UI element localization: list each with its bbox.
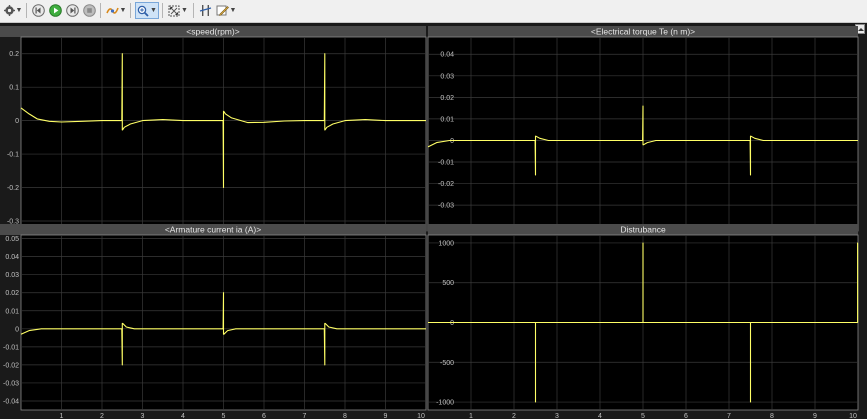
step-forward-icon bbox=[65, 4, 79, 17]
signal-line bbox=[427, 105, 858, 176]
y-tick-label: -0.2 bbox=[7, 185, 19, 192]
disturbance-plot: Distrubance 1 2 3 4 5 6 7 8 9 10 -1000 -500 0 500 1000 bbox=[427, 224, 859, 419]
step-forward-button[interactable] bbox=[65, 2, 79, 19]
x-tick-label: 7 bbox=[727, 413, 731, 419]
y-tick-label: -500 bbox=[440, 360, 454, 367]
y-tick-label: -0.3 bbox=[7, 218, 19, 225]
zoom-button[interactable]: ▼ bbox=[135, 2, 159, 19]
x-tick-label: 2 bbox=[100, 413, 104, 419]
plot-title: <Armature current ia (A)> bbox=[165, 225, 261, 235]
signal-line bbox=[20, 53, 426, 189]
signal-line bbox=[20, 292, 426, 366]
edit-style-icon bbox=[216, 5, 229, 16]
y-tick-label: 0.01 bbox=[440, 116, 454, 123]
speed-plot: <speed(rpm)>12345678910-0.3-0.2-0.100.10… bbox=[0, 26, 427, 241]
cursor-measurements-button[interactable] bbox=[198, 2, 212, 19]
x-tick-label: 6 bbox=[262, 413, 266, 419]
y-tick-label: 0 bbox=[450, 320, 454, 327]
autoscale-button[interactable]: ▼ bbox=[166, 2, 190, 19]
x-tick-label: 1 bbox=[469, 413, 473, 419]
x-tick-label: 5 bbox=[641, 413, 645, 419]
y-tick-label: 0.01 bbox=[5, 308, 19, 315]
y-tick-label: 500 bbox=[442, 280, 454, 287]
x-tick-label: 9 bbox=[813, 413, 817, 419]
plot-title-bar bbox=[428, 26, 858, 37]
y-tick-label: -0.04 bbox=[3, 398, 19, 405]
y-tick-label: 0.1 bbox=[9, 85, 19, 92]
stop-icon bbox=[82, 4, 96, 17]
x-tick-label: 3 bbox=[141, 413, 145, 419]
y-tick-label: -0.01 bbox=[3, 344, 19, 351]
plot-title-bar bbox=[428, 224, 858, 235]
armature-current-plot: <Armature current ia (A)> 1 2 3 4 5 6 7 8 9 10 -0.0… bbox=[0, 224, 427, 419]
scope-toolbar: ▼ ▼ bbox=[0, 0, 867, 23]
x-tick-label: 10 bbox=[849, 413, 857, 419]
y-tick-label: 0.04 bbox=[5, 254, 19, 261]
y-tick-label: 0.03 bbox=[440, 73, 454, 80]
step-back-button[interactable] bbox=[31, 2, 45, 19]
y-tick-label: 0 bbox=[15, 118, 19, 125]
highlight-signal-button[interactable]: ▼ bbox=[105, 2, 127, 19]
y-tick-label: 0.05 bbox=[5, 236, 19, 243]
style-button[interactable]: ▼ bbox=[215, 2, 237, 19]
y-tick-label: -0.03 bbox=[3, 380, 19, 387]
y-tick-label: 0.2 bbox=[9, 51, 19, 58]
y-tick-label: -0.02 bbox=[438, 181, 454, 188]
cursor-icon bbox=[199, 5, 211, 16]
plot-title-bar bbox=[0, 224, 426, 235]
x-tick-label: 4 bbox=[181, 413, 185, 419]
y-tick-label: -0.1 bbox=[7, 152, 19, 159]
x-tick-label: 7 bbox=[303, 413, 307, 419]
y-tick-label: 1000 bbox=[438, 240, 454, 247]
x-tick-label: 1 bbox=[60, 413, 64, 419]
run-button[interactable] bbox=[48, 2, 62, 19]
x-tick-label: 6 bbox=[684, 413, 688, 419]
x-tick-label: 4 bbox=[598, 413, 602, 419]
plot-title: <Electrical torque Te (n m)> bbox=[591, 27, 695, 37]
y-tick-label: 0 bbox=[15, 326, 19, 333]
plot-title-bar bbox=[0, 26, 426, 37]
x-tick-label: 8 bbox=[770, 413, 774, 419]
step-back-icon bbox=[31, 4, 45, 17]
x-tick-label: 10 bbox=[417, 413, 425, 419]
y-tick-label: 0.04 bbox=[440, 52, 454, 59]
scope-plots: <speed(rpm)>12345678910-0.3-0.2-0.100.10… bbox=[0, 26, 859, 419]
play-icon bbox=[48, 4, 62, 17]
gear-icon bbox=[3, 5, 15, 16]
y-tick-label: 0.02 bbox=[440, 95, 454, 102]
y-tick-label: 0 bbox=[450, 138, 454, 145]
autoscale-icon bbox=[168, 5, 180, 16]
plot-title: Distrubance bbox=[620, 225, 666, 235]
stop-button[interactable] bbox=[82, 2, 96, 19]
x-tick-label: 2 bbox=[512, 413, 516, 419]
x-tick-label: 5 bbox=[222, 413, 226, 419]
x-tick-label: 9 bbox=[384, 413, 388, 419]
y-tick-label: -1000 bbox=[436, 400, 454, 407]
x-tick-label: 8 bbox=[343, 413, 347, 419]
settings-button[interactable]: ▼ bbox=[3, 2, 23, 19]
y-tick-label: 0.03 bbox=[5, 272, 19, 279]
y-tick-label: -0.01 bbox=[438, 160, 454, 167]
y-tick-label: -0.02 bbox=[3, 362, 19, 369]
highlight-icon bbox=[105, 7, 119, 14]
torque-plot: <Electrical torque Te (n m)>12345678910-… bbox=[427, 26, 859, 241]
plot-title: <speed(rpm)> bbox=[186, 27, 239, 37]
x-tick-label: 3 bbox=[555, 413, 559, 419]
y-tick-label: -0.03 bbox=[438, 203, 454, 210]
zoom-in-icon bbox=[137, 5, 149, 17]
signal-line bbox=[428, 242, 859, 403]
y-tick-label: 0.02 bbox=[5, 290, 19, 297]
